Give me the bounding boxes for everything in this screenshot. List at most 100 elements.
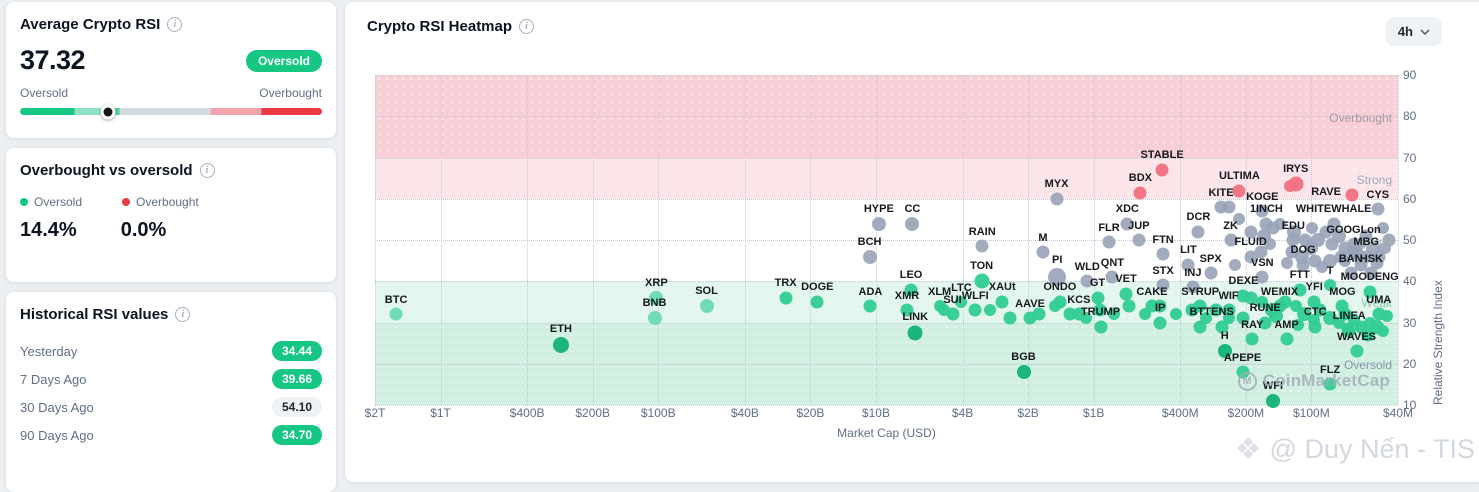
token-dot-BDX[interactable]: [1134, 186, 1147, 199]
token-label: WAVES: [1337, 331, 1376, 343]
token-dot-CC[interactable]: [905, 217, 919, 231]
token-label: TRUMP: [1081, 306, 1120, 318]
token-dot-STABLE[interactable]: [1156, 163, 1169, 176]
token-dot[interactable]: [1381, 310, 1393, 322]
token-dot[interactable]: [938, 304, 950, 316]
token-label: FTN: [1152, 234, 1173, 246]
info-icon[interactable]: i: [175, 307, 190, 322]
token-label: RAIN: [969, 226, 996, 238]
token-dot[interactable]: [1170, 308, 1182, 320]
token-dot-RAIN[interactable]: [976, 240, 989, 253]
token-dot-IP[interactable]: [1154, 316, 1167, 329]
token-dot-FTN[interactable]: [1157, 248, 1170, 261]
token-label: LINK: [902, 311, 928, 323]
token-label: DOGE: [801, 281, 833, 293]
y-axis-title: Relative Strength Index: [1431, 75, 1445, 405]
token-label: T: [1327, 265, 1334, 277]
token-dot-BGB[interactable]: [1017, 365, 1031, 379]
token-dot-SOL[interactable]: [700, 299, 714, 313]
token-dot-HYPE[interactable]: [872, 217, 886, 231]
token-dot[interactable]: [1229, 259, 1241, 271]
token-dot-ULTIMA[interactable]: [1233, 184, 1246, 197]
gridline-horizontal: [375, 158, 1398, 159]
token-dot-FLR[interactable]: [1103, 236, 1116, 249]
info-icon[interactable]: i: [200, 163, 215, 178]
token-dot-XAUt[interactable]: [996, 295, 1009, 308]
token-dot[interactable]: [1377, 325, 1389, 337]
token-dot-DCR[interactable]: [1192, 225, 1205, 238]
token-dot-M[interactable]: [1036, 246, 1049, 259]
token-label: QNT: [1101, 257, 1124, 269]
token-dot-DOGE[interactable]: [811, 295, 824, 308]
token-dot[interactable]: [1063, 308, 1076, 321]
token-dot[interactable]: [1284, 180, 1296, 192]
token-dot-BTC[interactable]: [390, 308, 403, 321]
token-dot-RAY[interactable]: [1246, 333, 1259, 346]
token-dot-TRUMP[interactable]: [1094, 320, 1107, 333]
legend-dot-icon: [122, 198, 130, 206]
token-dot[interactable]: [1003, 312, 1016, 325]
token-label: MBG: [1353, 236, 1379, 248]
token-label: WHITEWHALE: [1296, 203, 1372, 215]
token-dot-JUP[interactable]: [1132, 234, 1145, 247]
token-label: LIT: [1180, 244, 1197, 256]
token-label: MOODENG: [1341, 271, 1399, 283]
token-dot-TON[interactable]: [974, 274, 989, 289]
token-label: BGB: [1011, 351, 1035, 363]
token-dot-BNB[interactable]: [648, 311, 662, 325]
legend-dot-icon: [20, 198, 28, 206]
author-watermark: ❖ @ Duy Nến - TIS: [1235, 432, 1475, 467]
token-dot-MYX[interactable]: [1050, 192, 1063, 205]
token-dot-SPX[interactable]: [1204, 267, 1217, 280]
token-dot-AMP[interactable]: [1280, 333, 1293, 346]
y-tick-label: 70: [1403, 151, 1416, 165]
token-label: DOG: [1291, 244, 1316, 256]
token-dot-GT[interactable]: [1091, 291, 1104, 304]
historical-row-label: Yesterday: [20, 344, 77, 359]
x-tick-label: $200M: [1227, 406, 1264, 420]
token-dot-WAVES[interactable]: [1350, 345, 1363, 358]
token-dot-TRX[interactable]: [779, 291, 792, 304]
timeframe-dropdown[interactable]: 4h: [1386, 17, 1442, 46]
token-label: RAVE: [1311, 186, 1341, 198]
token-label: ULTIMA: [1219, 170, 1260, 182]
token-label: KCS: [1067, 294, 1090, 306]
info-icon[interactable]: i: [167, 17, 182, 32]
historical-row-badge: 34.44: [272, 341, 322, 361]
token-dot-ADA[interactable]: [864, 300, 877, 313]
token-label: BTT: [1190, 306, 1211, 318]
token-dot[interactable]: [984, 304, 996, 316]
info-icon[interactable]: i: [519, 19, 534, 34]
token-dot-WLFI[interactable]: [969, 304, 982, 317]
token-dot-ETH[interactable]: [553, 337, 569, 353]
historical-row-badge: 39.66: [272, 369, 322, 389]
token-dot[interactable]: [1281, 257, 1293, 269]
token-dot[interactable]: [1222, 201, 1235, 214]
token-label: RAY: [1241, 319, 1263, 331]
token-dot[interactable]: [1049, 300, 1061, 312]
token-dot-VET[interactable]: [1120, 287, 1133, 300]
token-dot[interactable]: [1139, 308, 1151, 320]
token-label: LEO: [900, 269, 923, 281]
token-dot[interactable]: [1306, 222, 1318, 234]
token-label: SOL: [695, 285, 718, 297]
token-dot-LINK[interactable]: [908, 325, 923, 340]
token-dot-CYS[interactable]: [1371, 203, 1384, 216]
token-label: FLUID: [1234, 236, 1266, 248]
token-label: MOG: [1329, 286, 1355, 298]
token-dot-WFI[interactable]: [1266, 394, 1280, 408]
rsi-gauge-knob[interactable]: [100, 104, 115, 119]
token-label: CYS: [1367, 189, 1390, 201]
token-dot-BCH[interactable]: [863, 250, 877, 264]
gridline-horizontal: [375, 75, 1398, 76]
x-tick-label: $1B: [1083, 406, 1104, 420]
token-label: BCH: [858, 236, 882, 248]
diamond-logo-icon: ❖: [1235, 432, 1262, 467]
token-dot-RAVE[interactable]: [1346, 188, 1359, 201]
legend-label: Overbought: [136, 195, 199, 209]
x-axis-ticks: $2T$1T$400B$200B$100B$40B$20B$10B$4B$2B$…: [375, 406, 1398, 422]
token-dot[interactable]: [1122, 300, 1135, 313]
